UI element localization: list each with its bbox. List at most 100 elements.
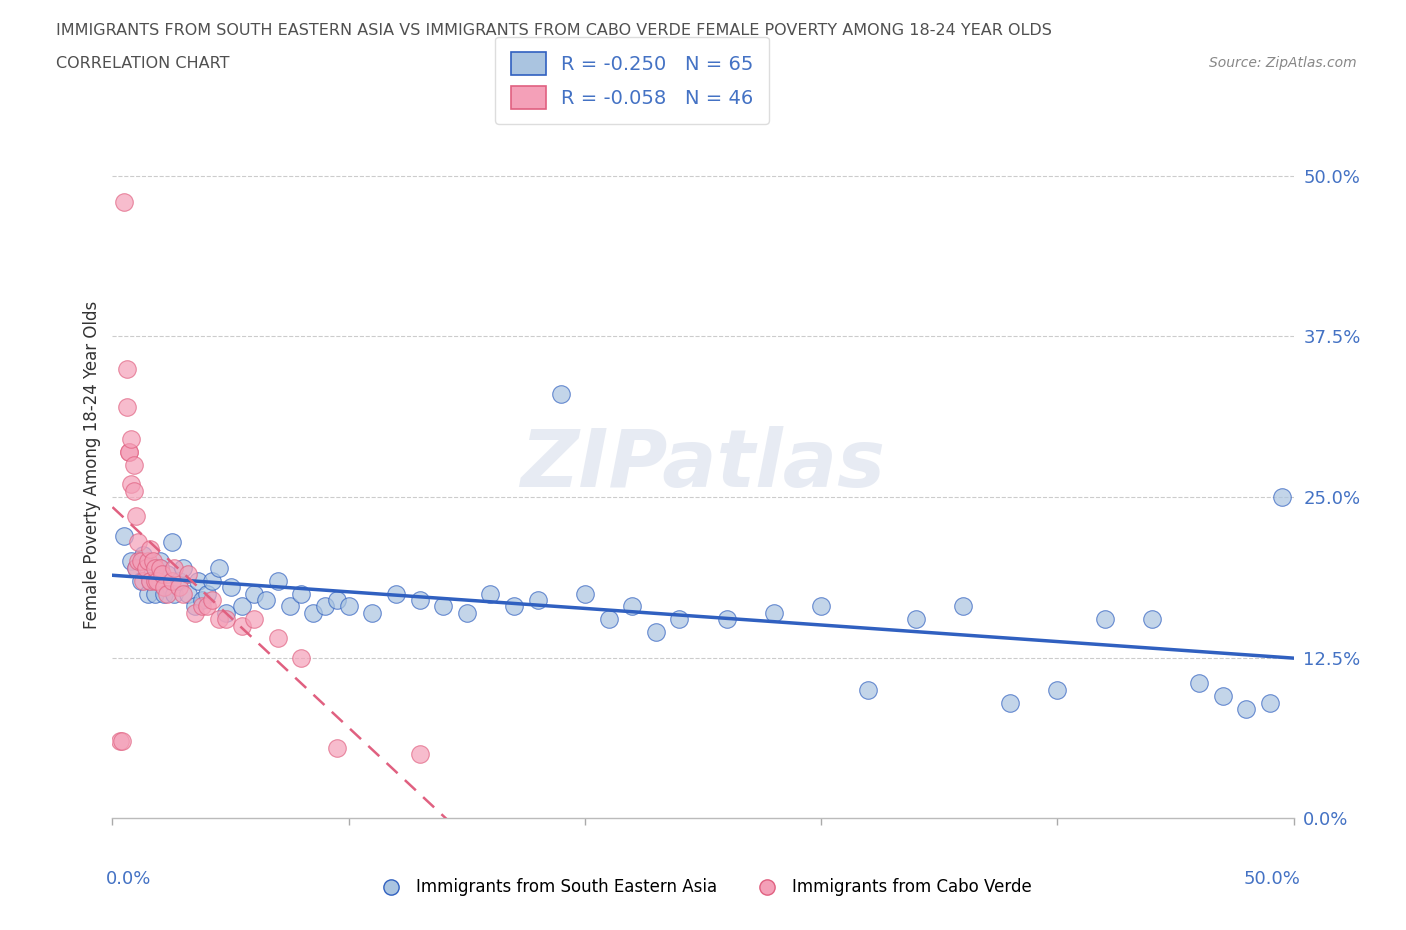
Point — [191, 592, 214, 607]
Point — [129, 573, 152, 588]
Point — [195, 599, 218, 614]
Point — [156, 566, 179, 581]
Point — [231, 599, 253, 614]
Point — [456, 605, 478, 620]
Point — [118, 445, 141, 459]
Point — [408, 747, 430, 762]
Text: Source: ZipAtlas.com: Source: ZipAtlas.com — [1209, 56, 1357, 70]
Point — [215, 612, 238, 627]
Point — [112, 528, 135, 543]
Point — [167, 579, 190, 594]
Point — [1046, 683, 1069, 698]
Point — [150, 566, 173, 581]
Point — [135, 561, 157, 576]
Point — [1188, 676, 1211, 691]
Point — [125, 561, 148, 576]
Point — [143, 573, 166, 588]
Point — [290, 586, 312, 601]
Point — [153, 579, 176, 594]
Point — [408, 592, 430, 607]
Text: IMMIGRANTS FROM SOUTH EASTERN ASIA VS IMMIGRANTS FROM CABO VERDE FEMALE POVERTY : IMMIGRANTS FROM SOUTH EASTERN ASIA VS IM… — [56, 23, 1052, 38]
Point — [621, 599, 644, 614]
Point — [904, 612, 927, 627]
Point — [243, 612, 266, 627]
Point — [149, 561, 172, 576]
Point — [278, 599, 301, 614]
Point — [122, 484, 145, 498]
Legend: R = -0.250   N = 65, R = -0.058   N = 46: R = -0.250 N = 65, R = -0.058 N = 46 — [495, 36, 769, 125]
Point — [231, 618, 253, 633]
Point — [267, 573, 290, 588]
Point — [716, 612, 738, 627]
Point — [111, 734, 134, 749]
Text: CORRELATION CHART: CORRELATION CHART — [56, 56, 229, 71]
Point — [998, 696, 1021, 711]
Point — [952, 599, 974, 614]
Point — [184, 605, 207, 620]
Point — [172, 561, 194, 576]
Legend: Immigrants from South Eastern Asia, Immigrants from Cabo Verde: Immigrants from South Eastern Asia, Immi… — [367, 871, 1039, 903]
Point — [167, 573, 190, 588]
Point — [858, 683, 880, 698]
Point — [139, 573, 162, 588]
Point — [118, 445, 141, 459]
Point — [127, 554, 149, 569]
Point — [219, 579, 242, 594]
Point — [186, 573, 208, 588]
Point — [195, 586, 218, 601]
Point — [326, 592, 349, 607]
Point — [201, 573, 224, 588]
Point — [120, 554, 142, 569]
Point — [762, 605, 785, 620]
Point — [267, 631, 290, 646]
Point — [550, 387, 572, 402]
Point — [177, 586, 200, 601]
Point — [129, 554, 152, 569]
Point — [122, 458, 145, 472]
Point — [132, 573, 155, 588]
Point — [143, 586, 166, 601]
Point — [668, 612, 690, 627]
Point — [115, 361, 138, 376]
Point — [598, 612, 620, 627]
Point — [810, 599, 832, 614]
Text: ZIPatlas: ZIPatlas — [520, 426, 886, 504]
Point — [432, 599, 454, 614]
Point — [385, 586, 408, 601]
Point — [326, 740, 349, 755]
Point — [1094, 612, 1116, 627]
Point — [156, 586, 179, 601]
Point — [136, 586, 159, 601]
Point — [163, 586, 186, 601]
Point — [136, 554, 159, 569]
Point — [191, 599, 214, 614]
Point — [149, 554, 172, 569]
Point — [254, 592, 277, 607]
Point — [177, 566, 200, 581]
Point — [172, 586, 194, 601]
Y-axis label: Female Poverty Among 18-24 Year Olds: Female Poverty Among 18-24 Year Olds — [83, 301, 101, 629]
Point — [142, 554, 165, 569]
Point — [184, 599, 207, 614]
Point — [163, 561, 186, 576]
Point — [1258, 696, 1281, 711]
Point — [1234, 702, 1257, 717]
Point — [361, 605, 384, 620]
Point — [139, 541, 162, 556]
Point — [526, 592, 548, 607]
Point — [1140, 612, 1163, 627]
Point — [132, 548, 155, 563]
Text: 0.0%: 0.0% — [105, 870, 150, 887]
Point — [302, 605, 325, 620]
Point — [125, 509, 148, 524]
Point — [201, 592, 224, 607]
Point — [574, 586, 596, 601]
Point — [120, 477, 142, 492]
Point — [1271, 490, 1294, 505]
Point — [314, 599, 336, 614]
Point — [143, 561, 166, 576]
Point — [208, 612, 231, 627]
Point — [208, 561, 231, 576]
Point — [215, 605, 238, 620]
Point — [160, 535, 183, 550]
